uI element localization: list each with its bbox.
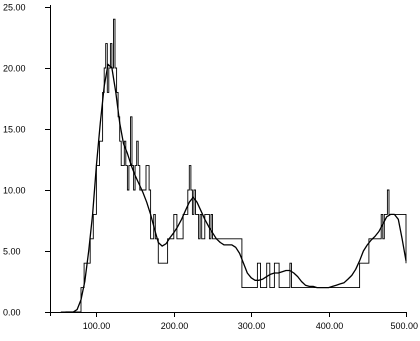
x-tick-label: 500.00 xyxy=(390,321,418,331)
x-tick-label: 400.00 xyxy=(316,321,344,331)
x-tick-label: 300.00 xyxy=(238,321,266,331)
x-axis-ticks: 100.00 200.00 300.00 400.00 500.00 xyxy=(83,312,418,331)
y-tick-label: 20.00 xyxy=(3,64,26,74)
y-tick-label: 0.00 xyxy=(3,308,21,318)
x-tick-label: 200.00 xyxy=(161,321,189,331)
y-tick-label: 25.00 xyxy=(3,3,26,13)
chart-axes xyxy=(50,5,406,316)
series-line-smoothed xyxy=(65,63,407,313)
x-tick-label: 100.00 xyxy=(83,321,111,331)
series-line-raw xyxy=(60,18,407,313)
chart-series xyxy=(60,18,407,313)
y-tick-label: 10.00 xyxy=(3,186,26,196)
y-tick-label: 5.00 xyxy=(3,247,21,257)
y-axis-ticks: 0.00 5.00 10.00 15.00 20.00 25.00 xyxy=(3,3,50,318)
y-tick-label: 15.00 xyxy=(3,125,26,135)
